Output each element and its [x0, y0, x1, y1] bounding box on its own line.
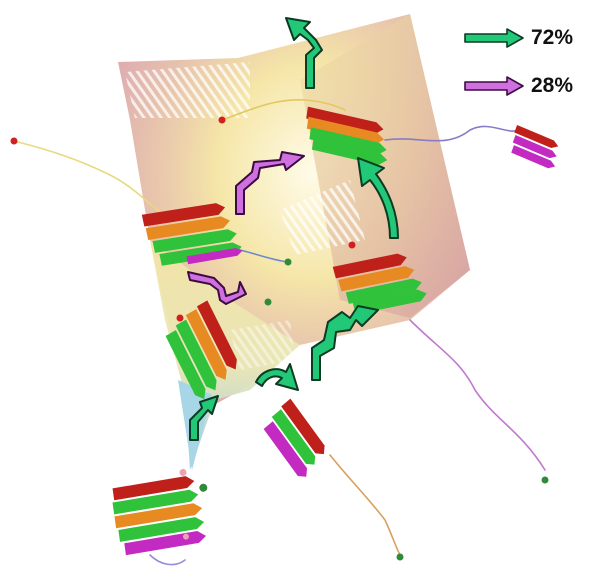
- magenta-arrow-mid: [187, 271, 247, 305]
- chain-lower-right-tail: [409, 319, 546, 471]
- chain-end-red-top: [218, 116, 226, 124]
- legend-label-green: 72%: [531, 26, 574, 49]
- chain-right-tail: [384, 125, 521, 142]
- structure-top-right: [306, 106, 388, 165]
- chain-end-red: [10, 137, 18, 145]
- legend-item-magenta: 28%: [463, 74, 573, 98]
- structure-native-bottom: [112, 468, 208, 556]
- chain-top-tail: [221, 99, 346, 121]
- magenta-pathway-arrows: [187, 151, 305, 305]
- magenta-arrow-top: [235, 151, 305, 215]
- structure-center: [165, 300, 237, 400]
- surface-stripes-mid: [280, 180, 365, 255]
- magenta-arrow-icon: [464, 76, 524, 96]
- structure-far-right: [511, 124, 559, 169]
- green-arrow-right-up: [357, 157, 399, 239]
- surface-stripes-low: [230, 320, 295, 370]
- green-arrow-middle: [311, 305, 379, 381]
- chain-end-green-mid: [284, 258, 292, 266]
- legend-item-green: 72%: [463, 26, 573, 50]
- green-pathway-arrows: [189, 17, 399, 441]
- chain-end-green-right: [541, 476, 549, 484]
- chain-end-red-mid: [176, 314, 184, 322]
- green-arrow-icon: [464, 28, 524, 48]
- green-arrow-top: [285, 17, 323, 89]
- chain-mid-link: [239, 249, 289, 263]
- chain-end-green-bottom: [396, 553, 404, 561]
- chain-bottom-tail: [329, 454, 401, 556]
- structure-lower-middle: [263, 398, 325, 477]
- green-arrow-small-curve: [255, 363, 299, 391]
- chain-end-green-mid2: [264, 298, 272, 306]
- protein-chains: [10, 99, 549, 566]
- structure-right-mid: [332, 253, 427, 315]
- chain-end-red-right: [348, 241, 356, 249]
- legend-label-magenta: 28%: [531, 74, 574, 97]
- structure-left: [141, 203, 243, 266]
- chain-left-tail: [13, 140, 161, 213]
- green-arrow-lower-left: [189, 395, 219, 441]
- chain-bottom-left: [149, 554, 186, 566]
- surface-stripes-top: [125, 62, 250, 118]
